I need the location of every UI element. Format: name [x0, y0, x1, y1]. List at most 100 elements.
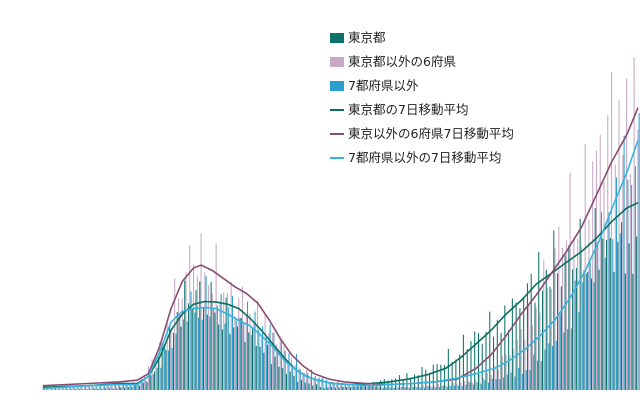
- bar: [250, 334, 252, 390]
- legend-label: 東京都の7日移動平均: [348, 102, 468, 117]
- bar: [602, 238, 604, 390]
- bar: [603, 181, 605, 390]
- bar: [312, 385, 314, 390]
- bar: [67, 389, 69, 390]
- bar: [140, 377, 142, 390]
- bar: [454, 385, 456, 390]
- bar: [319, 387, 321, 390]
- bar: [338, 387, 340, 390]
- bar: [122, 383, 124, 390]
- bar: [234, 315, 236, 390]
- bar: [277, 350, 279, 390]
- bar: [126, 384, 128, 390]
- bar: [509, 354, 511, 390]
- bar: [413, 374, 415, 390]
- bar: [470, 341, 472, 390]
- bar: [92, 386, 94, 390]
- bar: [475, 379, 477, 390]
- bar: [85, 386, 87, 390]
- bar: [490, 374, 492, 390]
- bar: [400, 387, 402, 390]
- bar: [621, 222, 623, 390]
- bar: [619, 233, 621, 390]
- bar: [230, 282, 232, 390]
- bar: [519, 308, 521, 390]
- bar: [64, 387, 67, 390]
- bar: [83, 385, 85, 390]
- bar: [219, 301, 221, 390]
- bar: [112, 388, 114, 390]
- bar: [191, 307, 193, 390]
- bar: [494, 365, 496, 390]
- bar: [252, 327, 254, 390]
- bar: [333, 382, 335, 390]
- bar: [343, 385, 345, 390]
- bar: [407, 386, 409, 390]
- bar: [115, 383, 117, 390]
- legend-label: 7都府県以外: [348, 78, 419, 93]
- bar: [292, 364, 294, 390]
- bar: [354, 385, 356, 390]
- bar: [525, 369, 527, 390]
- bar: [491, 378, 493, 390]
- bar: [339, 385, 341, 390]
- bar: [578, 311, 580, 390]
- line-series-group: [42, 107, 639, 390]
- bar: [552, 346, 554, 390]
- bar: [176, 312, 178, 390]
- bar: [369, 386, 372, 390]
- bar: [402, 379, 404, 390]
- bar: [539, 312, 541, 390]
- bar: [437, 383, 439, 390]
- bar: [479, 374, 481, 390]
- bar: [544, 349, 546, 390]
- bar: [493, 336, 495, 390]
- bar: [546, 287, 549, 390]
- bar: [624, 273, 626, 390]
- bar: [446, 386, 448, 390]
- legend-swatch: [330, 57, 344, 67]
- bar: [585, 273, 587, 390]
- bar: [314, 375, 316, 390]
- bar: [49, 387, 51, 390]
- bar: [351, 386, 353, 390]
- bar: [81, 387, 83, 390]
- bar: [616, 177, 618, 390]
- bar: [593, 282, 595, 390]
- bar: [69, 387, 72, 390]
- bar: [415, 385, 417, 390]
- bar: [629, 173, 631, 390]
- bar: [254, 311, 256, 390]
- bar: [179, 314, 181, 390]
- bar: [249, 313, 251, 390]
- bar: [86, 389, 88, 390]
- bar: [290, 357, 292, 390]
- bar: [449, 385, 451, 390]
- bar: [95, 385, 97, 390]
- bar: [469, 382, 471, 390]
- bar: [269, 324, 271, 390]
- bar: [278, 366, 280, 390]
- bar: [156, 367, 158, 390]
- bar: [622, 154, 624, 390]
- bar: [113, 385, 115, 390]
- bar: [511, 298, 513, 390]
- bar: [307, 372, 309, 390]
- bar: [289, 371, 291, 390]
- bar: [144, 374, 146, 390]
- bar: [457, 385, 459, 390]
- bar: [334, 387, 336, 390]
- bar: [498, 370, 500, 390]
- bar: [248, 332, 250, 390]
- bar: [142, 382, 144, 390]
- bar: [244, 341, 246, 390]
- bar: [316, 384, 318, 390]
- bar: [466, 349, 468, 390]
- bar: [344, 384, 346, 390]
- bar: [80, 387, 82, 390]
- bar: [167, 350, 169, 390]
- bar: [584, 143, 586, 390]
- bar: [467, 380, 469, 390]
- bar: [559, 314, 561, 390]
- bar: [628, 243, 630, 390]
